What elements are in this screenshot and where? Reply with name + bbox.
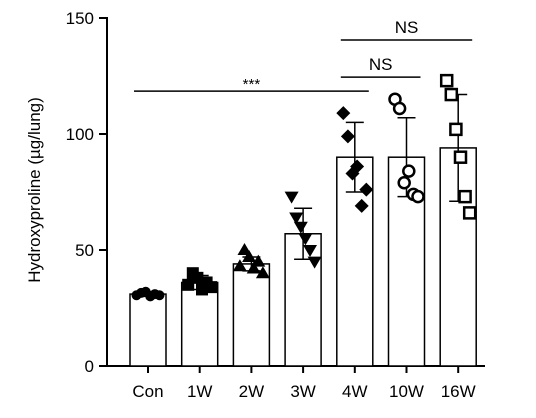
- y-tick-label: 100: [66, 125, 94, 144]
- significance-label: ***: [243, 76, 261, 93]
- significance-label: NS: [369, 55, 393, 74]
- x-tick-label: 3W: [290, 382, 316, 401]
- data-point: [307, 256, 322, 269]
- y-axis-label: Hydroxyproline (µg/lung): [25, 97, 44, 283]
- data-point: [182, 278, 195, 291]
- data-point: [397, 175, 411, 190]
- data-point: [449, 122, 463, 137]
- data-point: [453, 150, 468, 164]
- data-point: [336, 106, 351, 121]
- data-point: [284, 191, 299, 204]
- data-point: [242, 249, 257, 262]
- bar: [232, 263, 271, 367]
- x-tick-label: 10W: [389, 382, 424, 401]
- data-point: [205, 281, 218, 294]
- data-point: [298, 233, 313, 246]
- bar: [129, 293, 167, 367]
- y-tick-label: 150: [66, 9, 94, 28]
- y-tick-label: 0: [85, 357, 94, 376]
- data-point: [232, 259, 247, 272]
- x-tick-label: 4W: [342, 382, 368, 401]
- data-point: [340, 129, 355, 144]
- data-point: [303, 245, 317, 257]
- data-point: [402, 164, 416, 178]
- data-point: [255, 266, 270, 279]
- bar: [180, 281, 219, 367]
- data-point: [354, 198, 369, 213]
- data-point: [246, 261, 261, 274]
- data-point: [289, 212, 304, 225]
- data-point: [392, 101, 407, 116]
- x-tick-label: 16W: [441, 382, 476, 401]
- x-tick-label: 1W: [187, 382, 213, 401]
- data-point: [444, 87, 459, 102]
- data-point: [439, 73, 454, 88]
- data-point: [350, 159, 365, 174]
- data-point: [462, 206, 477, 220]
- data-point: [293, 221, 308, 234]
- data-point: [411, 189, 425, 204]
- x-tick-label: 2W: [239, 382, 265, 401]
- significance-label: NS: [395, 18, 419, 37]
- x-tick-label: Con: [132, 382, 163, 401]
- data-point: [154, 290, 165, 301]
- data-point: [458, 189, 472, 204]
- y-tick-label: 50: [75, 241, 94, 260]
- data-point: [359, 182, 374, 197]
- data-point: [191, 271, 204, 284]
- data-point: [251, 254, 266, 267]
